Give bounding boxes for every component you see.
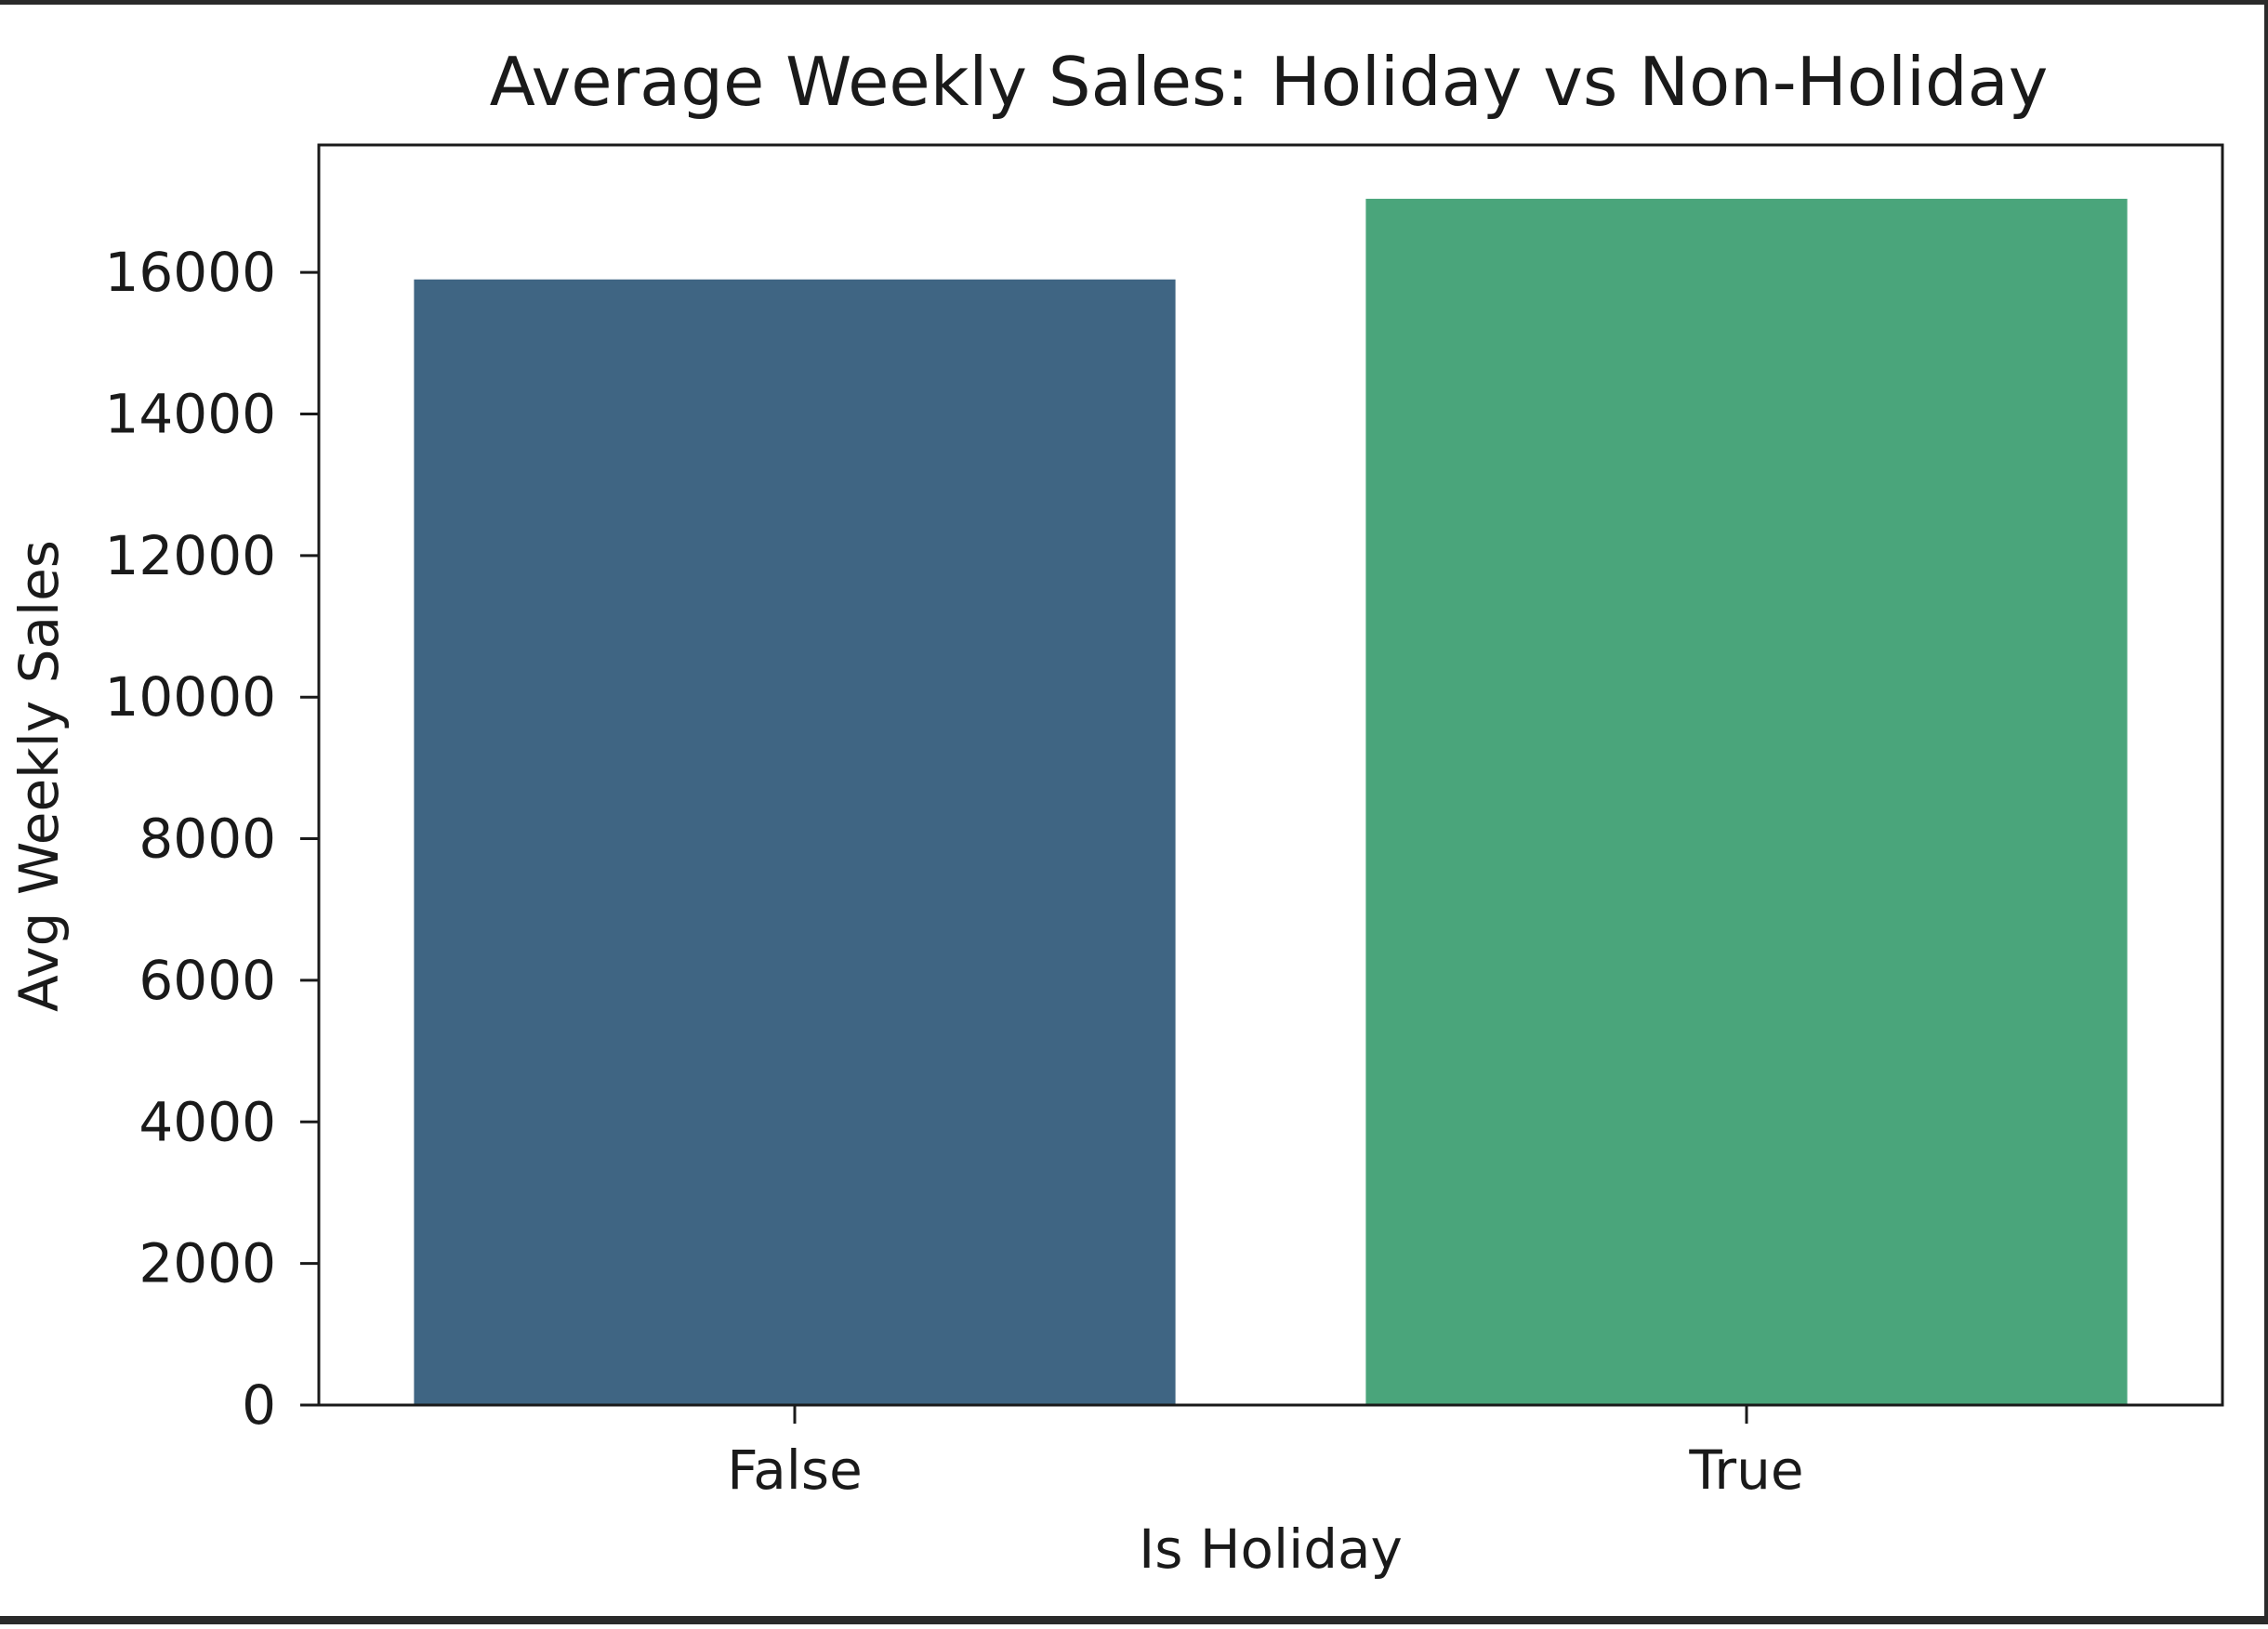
y-tick-label: 8000 (138, 808, 276, 871)
chart-title: Average Weekly Sales: Holiday vs Non-Hol… (490, 43, 2049, 121)
bar-chart: Average Weekly Sales: Holiday vs Non-Hol… (7, 43, 2224, 1581)
bars-group (414, 198, 2128, 1406)
bar-true (1365, 198, 2128, 1405)
plot-area-border (317, 143, 2224, 1407)
y-tick-label: 12000 (104, 524, 276, 587)
y-tick-label: 0 (242, 1373, 276, 1437)
y-tick-label: 14000 (104, 382, 276, 445)
y-axis: 0 2000 4000 6000 8000 10000 12000 14000 16000 (104, 241, 319, 1437)
x-axis: False True (727, 1405, 1804, 1502)
x-axis-title: Is Holiday (1139, 1517, 1403, 1581)
x-tick-label-true: True (1688, 1439, 1803, 1502)
y-tick-label: 16000 (104, 241, 276, 304)
y-axis-title: Avg Weekly Sales (7, 540, 71, 1012)
y-tick-label: 6000 (138, 949, 276, 1012)
y-tick-label: 4000 (138, 1090, 276, 1153)
y-tick-label: 2000 (138, 1232, 276, 1295)
bar-false (414, 279, 1176, 1406)
x-tick-label-false: False (727, 1439, 863, 1502)
y-tick-label: 10000 (104, 665, 276, 729)
